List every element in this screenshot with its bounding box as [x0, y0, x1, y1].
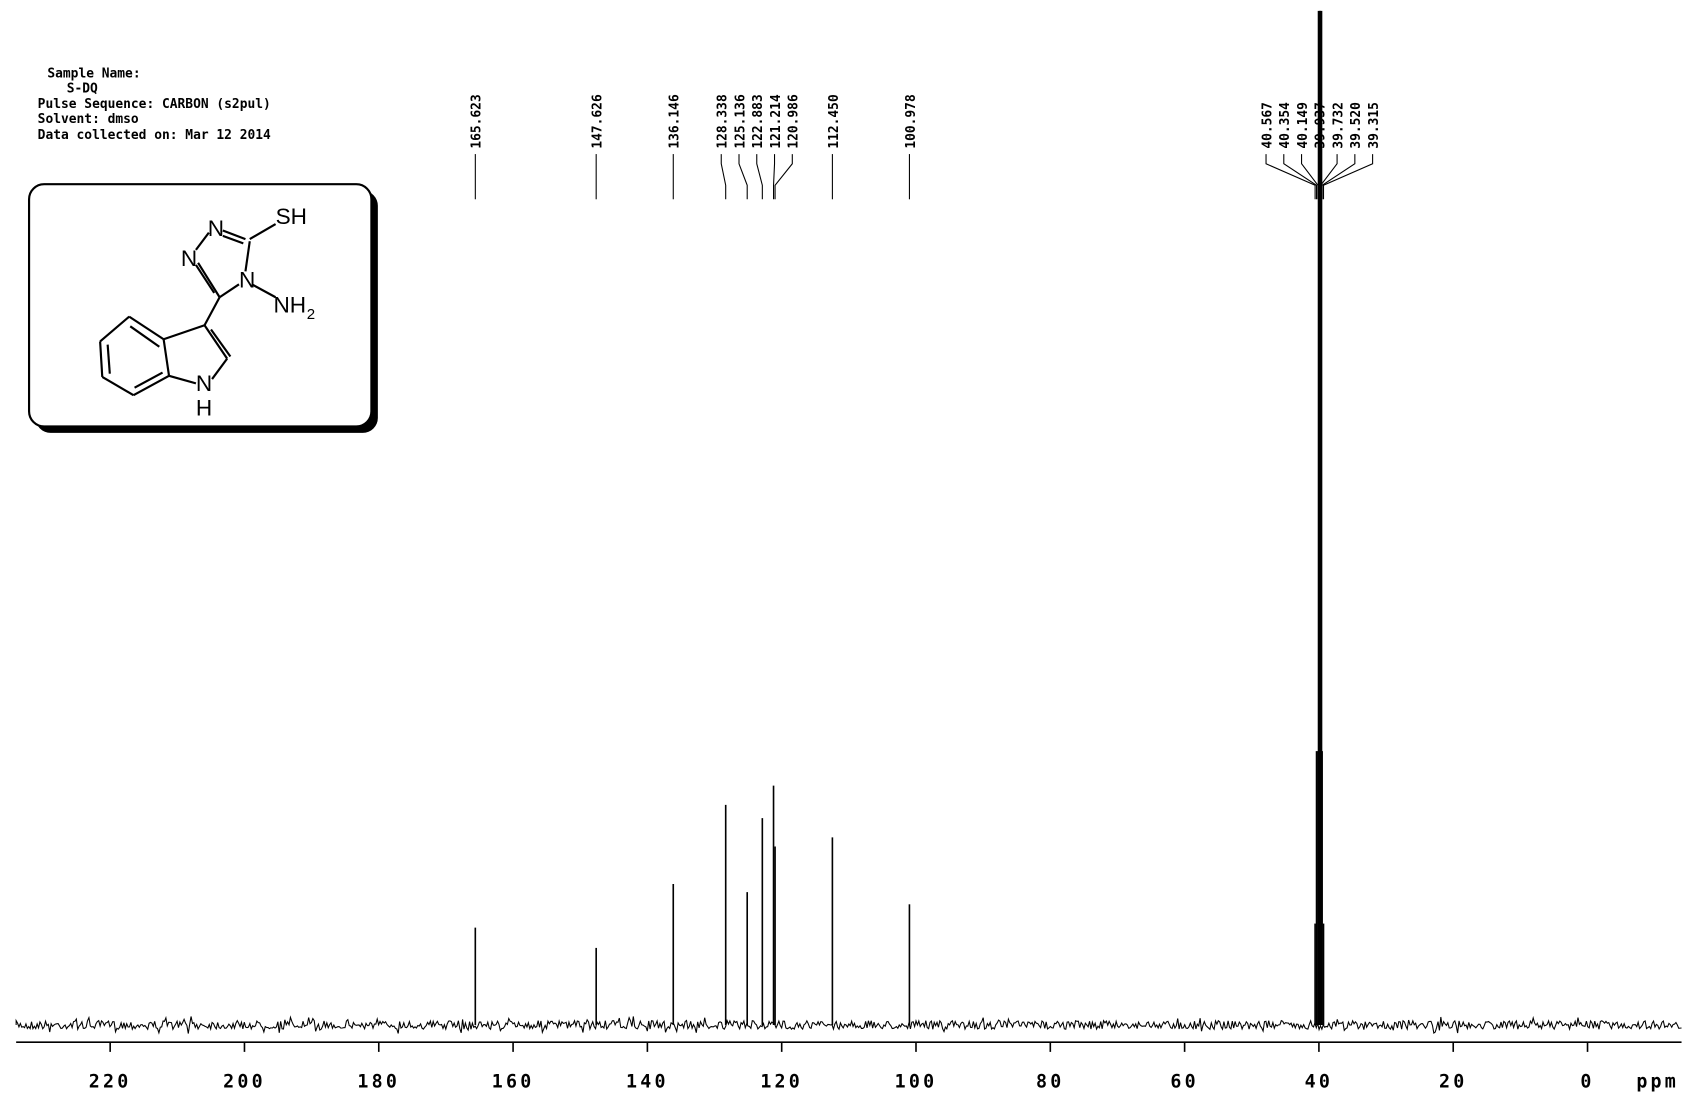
- annotation: Pulse Sequence: CARBON (s2pul): [38, 97, 271, 112]
- x-axis-label: ppm: [1636, 1071, 1679, 1092]
- box: [27, 183, 373, 428]
- x-tick-label: 180: [357, 1071, 400, 1092]
- x-tick-label: 220: [89, 1071, 132, 1092]
- peak-label: 40.567: [1260, 102, 1275, 149]
- peak-label: 100.978: [904, 94, 919, 148]
- peak-leader: [738, 154, 748, 200]
- atom-label: H: [196, 396, 212, 421]
- peak-leader: [756, 154, 763, 200]
- atom-label: NH: [273, 292, 306, 317]
- peak-label: 165.623: [470, 94, 485, 148]
- peak-label: 40.354: [1278, 102, 1293, 149]
- peak-leader: [1320, 154, 1338, 200]
- atom-label: N: [196, 371, 212, 396]
- peak-label: 147.626: [591, 94, 606, 149]
- peak-label: 39.732: [1331, 102, 1346, 149]
- peak-leader: [1283, 154, 1318, 200]
- x-tick-label: 100: [895, 1071, 938, 1092]
- peak-label: 136.146: [668, 94, 683, 149]
- atom-label: SH: [276, 204, 307, 229]
- atom-label: N: [181, 246, 197, 271]
- x-tick-label: 120: [760, 1071, 803, 1092]
- baseline-noise: [15, 1015, 1682, 1035]
- annotation: Sample Name:: [47, 67, 140, 82]
- atom-label: N: [208, 216, 224, 241]
- atom-label: N: [239, 268, 255, 293]
- peak-leader: [1265, 154, 1316, 200]
- x-tick-label: 140: [626, 1071, 669, 1092]
- annotation: Solvent: dmso: [38, 112, 139, 127]
- x-tick-label: 20: [1439, 1071, 1467, 1092]
- peak-label: 112.450: [827, 94, 842, 148]
- annotation: Data collected on: Mar 12 2014: [38, 128, 271, 143]
- peak-label: 120.986: [787, 94, 802, 149]
- peak-leader: [774, 154, 793, 200]
- x-tick-label: 80: [1036, 1071, 1065, 1092]
- atom-subscript: 2: [307, 306, 315, 323]
- x-tick-label: 60: [1170, 1071, 1198, 1092]
- peak-label: 39.520: [1349, 102, 1364, 149]
- peak-leader: [720, 154, 727, 200]
- annotation: S-DQ: [67, 82, 98, 97]
- peak-leader: [773, 154, 776, 200]
- structure-box: N N SH N NH 2 N H: [27, 183, 378, 433]
- x-tick-label: 200: [223, 1071, 266, 1092]
- bonds: [99, 223, 277, 397]
- peak-leader: [1322, 154, 1374, 200]
- x-tick-label: 160: [492, 1071, 535, 1092]
- peak-label: 39.315: [1367, 102, 1382, 149]
- x-tick-label: 0: [1580, 1071, 1594, 1092]
- peak-label: 40.149: [1296, 102, 1311, 149]
- peak-label: 128.338: [716, 94, 731, 148]
- peak-leader: [1321, 154, 1356, 200]
- x-tick-label: 40: [1305, 1071, 1334, 1092]
- peak-label: 125.136: [733, 94, 748, 149]
- peak-label: 122.883: [751, 94, 766, 148]
- peak-label: 121.214: [769, 94, 784, 149]
